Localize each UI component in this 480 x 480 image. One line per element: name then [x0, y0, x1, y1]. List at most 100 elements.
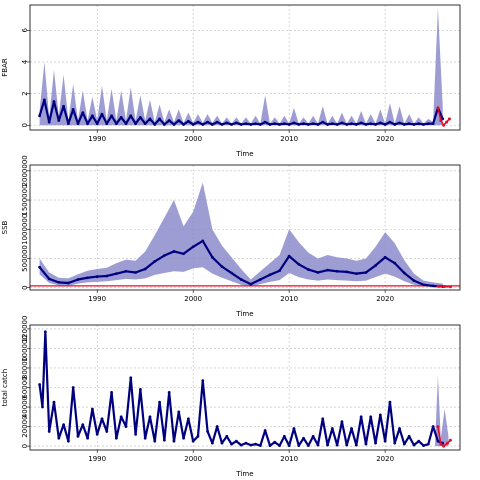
median-point [354, 272, 358, 276]
median-point [369, 122, 373, 126]
median-point [76, 122, 80, 126]
fbar-panel: 1990 2000 2010 2020 0 2 4 6 Time FBAR [1, 4, 461, 158]
y-tick-label: 1500000 [21, 184, 29, 215]
y-tick-label: 2000000 [21, 155, 29, 186]
projection-point [439, 442, 443, 446]
projection-point [442, 444, 446, 448]
y-axis-title: FBAR [1, 58, 9, 77]
median-point [105, 122, 109, 126]
y-axis-title: total catch [1, 369, 9, 406]
median-point [110, 114, 113, 118]
median-point [359, 415, 363, 419]
x-tick-label: 2010 [280, 295, 298, 303]
median-point [143, 267, 147, 271]
median-point [143, 122, 147, 126]
median-point [95, 275, 99, 278]
median-point [350, 427, 353, 430]
median-point [230, 442, 233, 446]
median-point [81, 423, 85, 427]
median-point [162, 254, 166, 257]
median-point [441, 117, 445, 121]
median-point [297, 444, 301, 448]
median-point [172, 123, 176, 126]
median-point [258, 278, 262, 281]
median-point [239, 278, 243, 281]
y-tick-label: 100000 [21, 335, 29, 362]
median-point [374, 264, 377, 267]
median-point [86, 276, 89, 280]
median-point [225, 121, 229, 125]
median-point [249, 443, 253, 447]
median-point [335, 269, 339, 273]
median-point [244, 441, 248, 445]
median-point [239, 443, 243, 447]
median-point [167, 119, 171, 122]
y-tick-label: 20000 [21, 415, 29, 437]
plot-frame [29, 164, 461, 291]
median-point [196, 434, 200, 438]
median-point [153, 259, 157, 263]
median-point [326, 443, 329, 447]
median-point [86, 436, 89, 440]
median-point [340, 420, 344, 424]
plot-frame [29, 4, 461, 131]
projection-point [448, 438, 452, 442]
median-point [162, 438, 166, 442]
median-point [258, 123, 262, 126]
median-point [340, 121, 344, 125]
median-point [388, 120, 392, 124]
median-series-line [38, 330, 444, 447]
median-point [38, 114, 41, 118]
median-point [114, 122, 118, 126]
x-tick-label: 1990 [88, 295, 106, 303]
median-point [393, 261, 397, 265]
median-point [201, 239, 205, 243]
projection-point [443, 284, 447, 288]
median-point [436, 439, 440, 443]
median-point [426, 442, 430, 446]
median-point [42, 98, 46, 102]
median-point [402, 271, 406, 275]
median-point [191, 439, 195, 443]
median-point [148, 117, 152, 121]
median-point [412, 123, 416, 126]
median-point [38, 383, 41, 386]
median-point [119, 115, 123, 119]
median-point [172, 250, 176, 253]
median-point [143, 436, 147, 440]
median-point [66, 439, 70, 443]
median-point [47, 277, 51, 281]
y-tick-label: 40000 [21, 396, 29, 418]
median-point [220, 441, 224, 445]
median-point [57, 281, 61, 284]
median-point [148, 415, 152, 419]
median-point [350, 122, 353, 126]
median-point [268, 123, 272, 126]
median-point [158, 400, 161, 404]
median-point [359, 121, 363, 125]
median-point [191, 123, 195, 126]
median-point [124, 269, 128, 273]
y-tick-label: 6 [21, 28, 29, 33]
median-point [206, 120, 209, 124]
y-tick-label: 500000 [21, 245, 29, 272]
median-point [100, 417, 104, 421]
median-point [374, 123, 377, 126]
median-point [278, 444, 281, 448]
x-tick-label: 2020 [376, 135, 394, 143]
median-point [297, 262, 301, 266]
median-point [230, 271, 233, 275]
ssb-panel: 1990 2000 2010 2020 0 50000010000001500000200… [1, 155, 461, 318]
projection-point [447, 117, 451, 121]
median-point [47, 430, 51, 433]
median-point [124, 425, 128, 428]
median-point [407, 122, 411, 126]
median-point [158, 117, 161, 121]
median-point [105, 274, 109, 278]
median-point [302, 122, 305, 126]
median-point [383, 123, 387, 126]
median-point [306, 123, 310, 126]
x-tick-label: 2020 [376, 295, 394, 303]
median-point [374, 441, 377, 445]
median-point [134, 122, 137, 126]
